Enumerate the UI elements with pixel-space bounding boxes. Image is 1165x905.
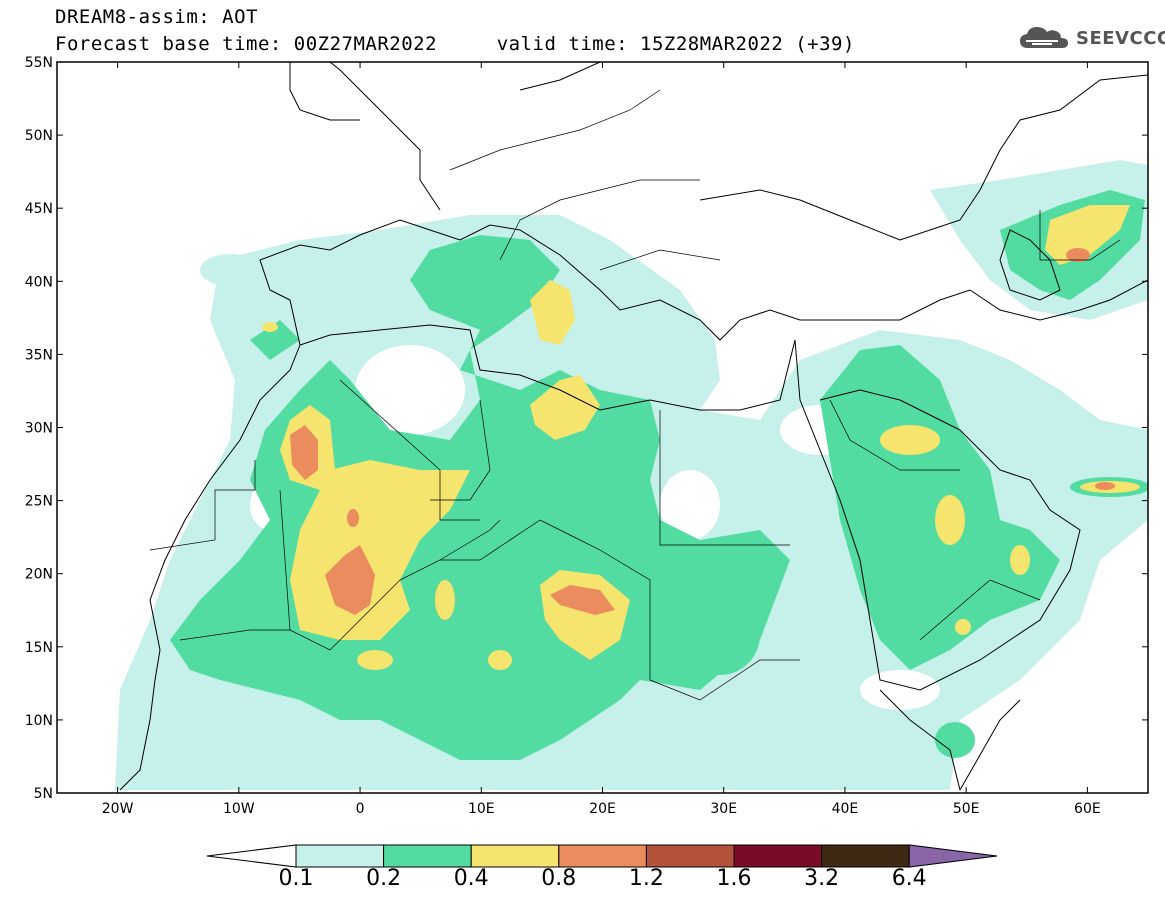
x-tick-label: 60E bbox=[1074, 801, 1101, 817]
y-tick-label: 35N bbox=[25, 347, 53, 363]
colorbar-swatch bbox=[645, 844, 735, 868]
y-tick-label: 55N bbox=[25, 55, 53, 71]
x-tick-label: 10E bbox=[468, 801, 495, 817]
y-tick-label: 45N bbox=[25, 201, 53, 217]
colorbar-label: 1.2 bbox=[628, 866, 664, 891]
x-tick-label: 10W bbox=[223, 801, 255, 817]
y-tick-label: 40N bbox=[25, 274, 53, 290]
y-tick-label: 30N bbox=[25, 421, 53, 437]
colorbar-label: 0.4 bbox=[453, 866, 489, 891]
colorbar bbox=[206, 844, 998, 868]
country-borders bbox=[149, 89, 1121, 701]
y-tick-label: 15N bbox=[25, 640, 53, 656]
colorbar-label: 1.6 bbox=[716, 866, 752, 891]
colorbar-swatch bbox=[470, 844, 560, 868]
colorbar-label: 6.4 bbox=[891, 866, 927, 891]
seevccc-logo: SEEVCCC bbox=[1018, 24, 1165, 52]
y-tick-label: 10N bbox=[25, 713, 53, 729]
y-tick-label: 50N bbox=[25, 128, 53, 144]
aot-field bbox=[115, 160, 1148, 790]
logo-text: SEEVCCC bbox=[1076, 27, 1165, 49]
colorbar-swatch bbox=[295, 844, 385, 868]
colorbar-label: 0.8 bbox=[541, 866, 577, 891]
coastlines bbox=[119, 62, 1148, 791]
colorbar-swatch bbox=[558, 844, 647, 868]
x-tick-label: 20W bbox=[102, 801, 134, 817]
colorbar-label: 0.1 bbox=[278, 866, 314, 891]
colorbar-label: 0.2 bbox=[366, 866, 402, 891]
colorbar-swatch bbox=[733, 844, 823, 868]
map-title: DREAM8-assim: AOT bbox=[55, 6, 258, 28]
x-tick-label: 0 bbox=[356, 801, 365, 817]
x-tick-label: 50E bbox=[953, 801, 980, 817]
forecast-time-info: Forecast base time: 00Z27MAR2022 valid t… bbox=[55, 33, 855, 55]
x-tick-label: 20E bbox=[589, 801, 616, 817]
colorbar-swatch bbox=[383, 844, 472, 868]
x-tick-label: 30E bbox=[710, 801, 737, 817]
cloud-icon bbox=[1020, 27, 1068, 48]
axis-ticks: 20W 10W 0 10E 20E 30E 40E 50E 60E 55N 50N 45N 40N 35N… bbox=[25, 55, 1148, 817]
colorbar-left-arrow bbox=[206, 844, 297, 868]
colorbar-right-arrow bbox=[908, 844, 998, 868]
x-tick-label: 40E bbox=[832, 801, 859, 817]
y-tick-label: 20N bbox=[25, 567, 53, 583]
y-tick-label: 25N bbox=[25, 494, 53, 510]
y-tick-label: 5N bbox=[34, 786, 53, 802]
colorbar-label: 3.2 bbox=[804, 866, 840, 891]
aot-level-0-8 bbox=[290, 248, 1115, 615]
colorbar-swatch bbox=[821, 844, 910, 868]
